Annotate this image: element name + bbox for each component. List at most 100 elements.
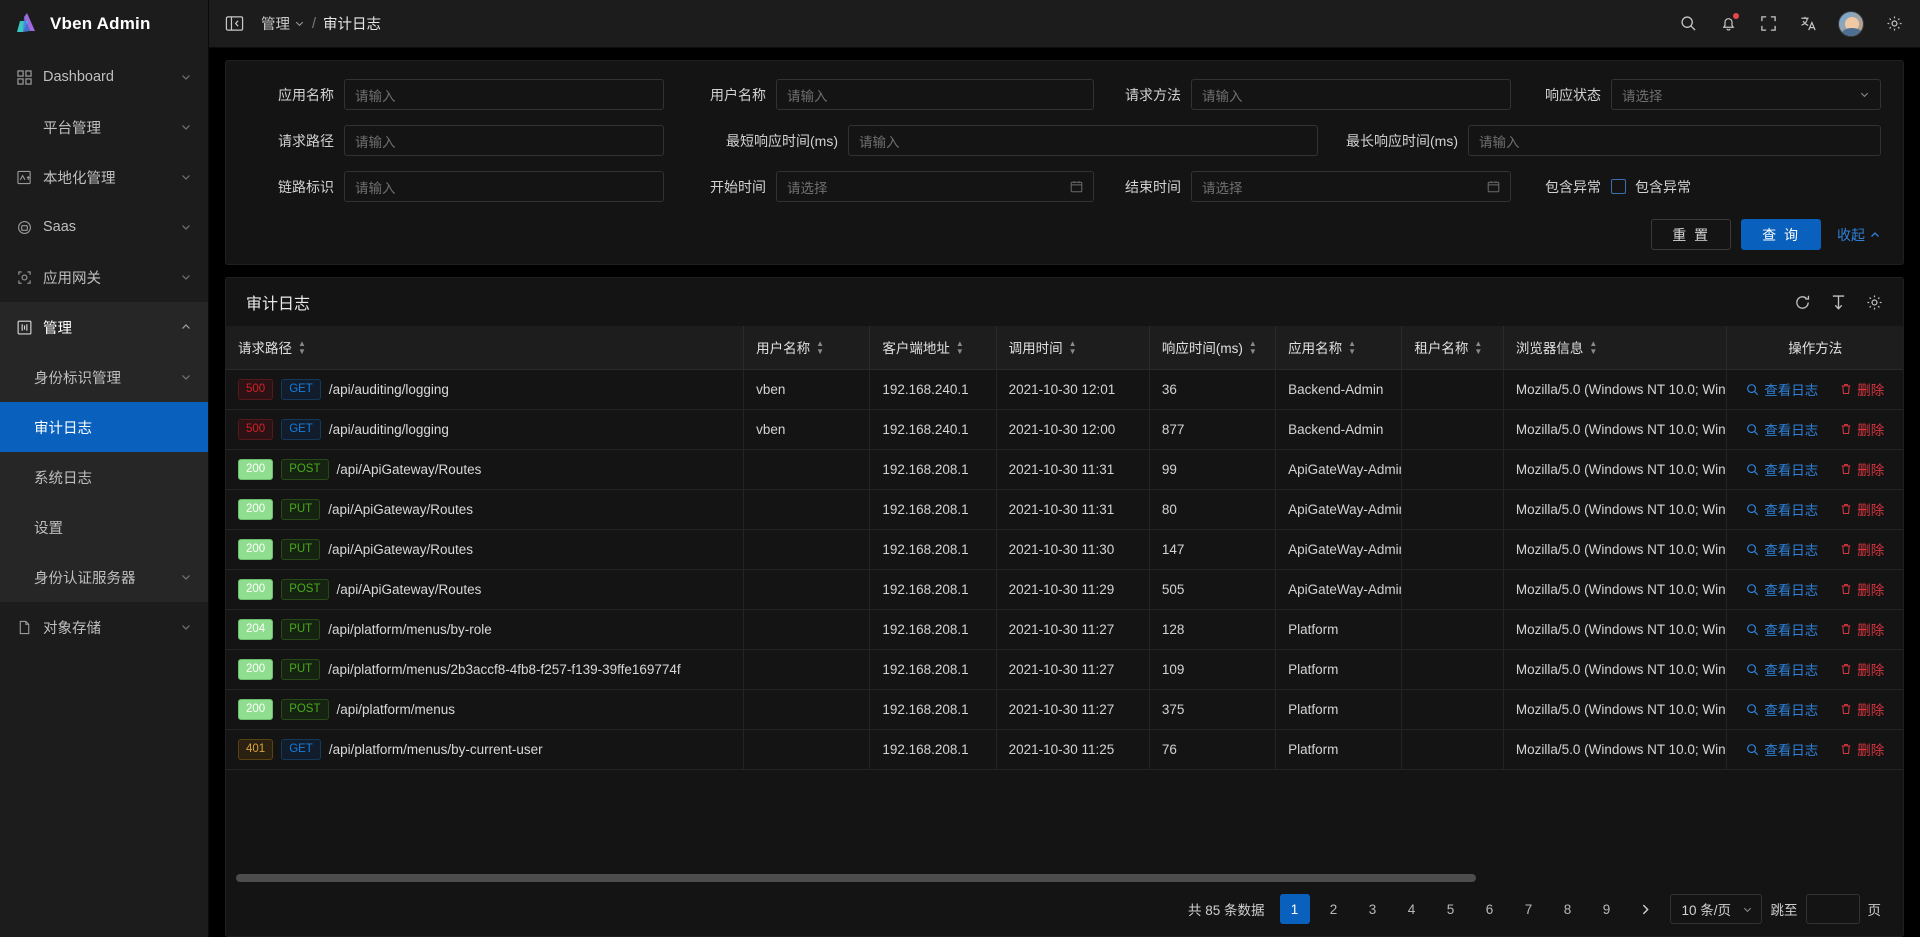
trace-id-input[interactable]: 请输入 (344, 171, 664, 202)
page-number-6[interactable]: 6 (1485, 901, 1494, 917)
include-exception-checkbox[interactable]: 包含异常 (1611, 177, 1691, 197)
page-number-8[interactable]: 8 (1563, 901, 1572, 917)
settings-icon[interactable] (1865, 293, 1883, 311)
table-row[interactable]: 200 POST/api/ApiGateway/Routes 192.168.208… (226, 449, 1903, 490)
sort-icon[interactable]: ▲ ▼ (1248, 338, 1257, 356)
column-browser-info[interactable]: 浏览器信息 ▲ ▼ (1503, 326, 1728, 370)
page-number-1[interactable]: 1 (1279, 894, 1310, 924)
sidebar-item-audit-log[interactable]: 审计日志 (0, 402, 208, 452)
view-log-button[interactable]: 查看日志 (1746, 539, 1818, 559)
sidebar-item-dashboard[interactable]: Dashboard (0, 52, 208, 102)
refresh-icon[interactable] (1793, 293, 1811, 311)
avatar[interactable] (1838, 10, 1864, 37)
delete-button[interactable]: 删除 (1840, 659, 1884, 679)
view-log-button[interactable]: 查看日志 (1746, 579, 1818, 599)
gear-icon[interactable] (1884, 14, 1904, 34)
page-number-5[interactable]: 5 (1446, 901, 1455, 917)
column-user-name[interactable]: 用户名称 ▲ ▼ (743, 326, 871, 370)
sidebar-item-object-storage[interactable]: 对象存储 (0, 602, 208, 652)
view-log-button[interactable]: 查看日志 (1746, 659, 1818, 679)
table-scroll-container[interactable]: 请求路径 ▲ ▼ 用户名称 ▲ ▼ 客户端地址 ▲ ▼ 调用时间 ▲ ▼ 响应时间(ms) ▲ ▼ … (226, 326, 1903, 872)
horizontal-scrollbar[interactable] (226, 874, 1903, 882)
table-row[interactable]: 200 PUT/api/ApiGateway/Routes 192.168.208.… (226, 489, 1903, 530)
request-path-input[interactable]: 请输入 (344, 125, 664, 156)
checkbox-box[interactable] (1611, 179, 1626, 194)
search-icon[interactable] (1678, 14, 1698, 34)
sort-icon[interactable]: ▲ ▼ (1589, 338, 1598, 356)
column-duration[interactable]: 响应时间(ms) ▲ ▼ (1149, 326, 1277, 370)
view-log-button[interactable]: 查看日志 (1746, 699, 1818, 719)
view-log-button[interactable]: 查看日志 (1746, 739, 1818, 759)
response-status-select[interactable]: 请选择 (1611, 79, 1881, 110)
end-time-datepicker[interactable]: 请选择 (1191, 171, 1511, 202)
table-row[interactable]: 500 GET/api/auditing/logging vben 192.168.2… (226, 409, 1903, 450)
delete-button[interactable]: 删除 (1840, 739, 1884, 759)
delete-button[interactable]: 删除 (1840, 619, 1884, 639)
page-number-3[interactable]: 3 (1368, 901, 1377, 917)
table-row[interactable]: 200 PUT/api/platform/menus/2b3accf8-4fb8-… (226, 649, 1903, 690)
reset-button[interactable]: 重 置 (1651, 219, 1732, 250)
brand[interactable]: Vben Admin (0, 0, 208, 48)
sidebar-item-identity-management[interactable]: 身份标识管理 (0, 352, 208, 402)
delete-button[interactable]: 删除 (1840, 419, 1884, 439)
fullscreen-icon[interactable] (1758, 14, 1778, 34)
sort-icon[interactable]: ▲ ▼ (955, 338, 964, 356)
sidebar-item-saas[interactable]: Saas (0, 202, 208, 252)
page-number-2[interactable]: 2 (1329, 901, 1338, 917)
view-log-button[interactable]: 查看日志 (1746, 459, 1818, 479)
page-number-7[interactable]: 7 (1524, 901, 1533, 917)
translate-icon[interactable] (1798, 14, 1818, 34)
table-row[interactable]: 200 POST/api/ApiGateway/Routes 192.168.208… (226, 569, 1903, 610)
column-tenant-name[interactable]: 租户名称 ▲ ▼ (1401, 326, 1504, 370)
chevron-right-icon[interactable] (1631, 894, 1661, 924)
sidebar-item-identity-server[interactable]: 身份认证服务器 (0, 552, 208, 602)
sort-icon[interactable]: ▲ ▼ (298, 338, 306, 356)
column-app-name[interactable]: 应用名称 ▲ ▼ (1275, 326, 1403, 370)
delete-button[interactable]: 删除 (1840, 379, 1884, 399)
page-size-select[interactable]: 10 条/页 (1669, 894, 1762, 924)
page-number-9[interactable]: 9 (1602, 901, 1611, 917)
sidebar-item-system-log[interactable]: 系统日志 (0, 452, 208, 502)
bell-icon[interactable] (1718, 12, 1739, 34)
delete-button[interactable]: 删除 (1840, 539, 1884, 559)
sidebar-item-api-gateway[interactable]: 应用网关 (0, 252, 208, 302)
sort-icon[interactable]: ▲ ▼ (816, 338, 824, 356)
column-client-address[interactable]: 客户端地址 ▲ ▼ (869, 326, 997, 370)
jump-input[interactable] (1805, 894, 1860, 924)
sort-icon[interactable]: ▲ ▼ (1068, 338, 1077, 356)
sidebar-item-localization[interactable]: 本地化管理 (0, 152, 208, 202)
sort-icon[interactable]: ▲ ▼ (1348, 338, 1357, 356)
delete-button[interactable]: 删除 (1840, 579, 1884, 599)
delete-button[interactable]: 删除 (1840, 699, 1884, 719)
breadcrumb-parent[interactable]: 管理 (261, 13, 305, 34)
table-row[interactable]: 500 GET/api/auditing/logging vben 192.168.2… (226, 369, 1903, 410)
sidebar-item-platform-management[interactable]: 平台管理 (0, 102, 208, 152)
min-duration-input[interactable]: 请输入 (848, 125, 1318, 156)
query-button[interactable]: 查 询 (1741, 219, 1821, 250)
view-log-button[interactable]: 查看日志 (1746, 499, 1818, 519)
sort-icon[interactable]: ▲ ▼ (1474, 338, 1483, 356)
delete-button[interactable]: 删除 (1840, 499, 1884, 519)
max-duration-input[interactable]: 请输入 (1468, 125, 1881, 156)
sidebar-item-management[interactable]: 管理 (0, 302, 208, 352)
view-log-button[interactable]: 查看日志 (1746, 419, 1818, 439)
fullscreen-table-icon[interactable] (1829, 293, 1847, 311)
user-name-input[interactable]: 请输入 (776, 79, 1094, 110)
table-row[interactable]: 204 PUT/api/platform/menus/by-role 192.168… (226, 609, 1903, 650)
request-method-input[interactable]: 请输入 (1191, 79, 1511, 110)
view-log-button[interactable]: 查看日志 (1746, 379, 1818, 399)
collapse-form-toggle[interactable]: 收起 (1831, 225, 1881, 245)
scrollbar-thumb[interactable] (236, 874, 1476, 882)
start-time-datepicker[interactable]: 请选择 (776, 171, 1094, 202)
table-row[interactable]: 401 GET/api/platform/menus/by-current-use… (226, 729, 1903, 770)
page-number-4[interactable]: 4 (1407, 901, 1416, 917)
menu-collapse-icon[interactable] (221, 11, 247, 37)
table-row[interactable]: 200 POST/api/platform/menus 192.168.208.1 2… (226, 689, 1903, 730)
sidebar-item-settings[interactable]: 设置 (0, 502, 208, 552)
view-log-button[interactable]: 查看日志 (1746, 619, 1818, 639)
column-call-time[interactable]: 调用时间 ▲ ▼ (996, 326, 1150, 370)
column-request-path[interactable]: 请求路径 ▲ ▼ (226, 326, 745, 370)
table-row[interactable]: 200 PUT/api/ApiGateway/Routes 192.168.208.… (226, 529, 1903, 570)
delete-button[interactable]: 删除 (1840, 459, 1884, 479)
app-name-input[interactable]: 请输入 (344, 79, 664, 110)
